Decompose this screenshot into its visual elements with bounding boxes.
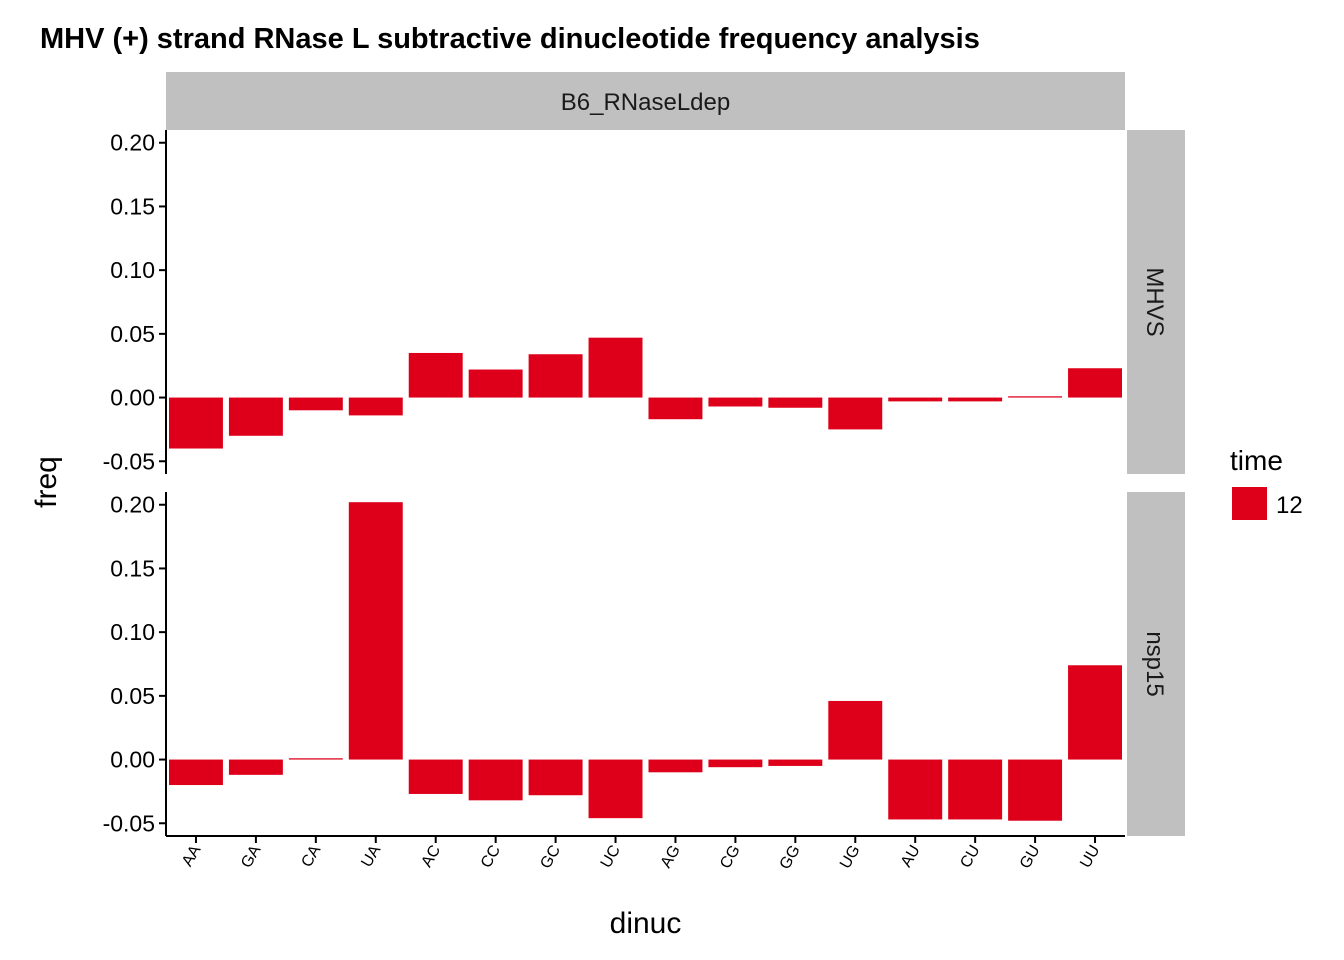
bar-MHVS-CU xyxy=(948,397,1003,402)
bar-MHVS-CG xyxy=(708,397,763,407)
y-tick-label: -0.05 xyxy=(103,810,155,836)
y-tick-label: 0.15 xyxy=(110,555,155,581)
y-tick-label: 0.20 xyxy=(110,130,155,156)
bar-MHVS-AG xyxy=(648,397,703,420)
bar-nsp15-CC xyxy=(468,759,523,801)
x-tick-label: UC xyxy=(598,843,624,872)
chart-title: MHV (+) strand RNase L subtractive dinuc… xyxy=(40,23,980,55)
x-tick-label: CG xyxy=(717,843,744,872)
bar-MHVS-UU xyxy=(1068,368,1122,398)
bar-nsp15-GG xyxy=(768,759,823,766)
row-strip xyxy=(1127,130,1185,474)
bar-nsp15-AU xyxy=(888,759,943,820)
x-tick-label: UG xyxy=(837,843,864,872)
row-strip-label: MHVS xyxy=(1141,267,1168,336)
bar-MHVS-UC xyxy=(588,337,643,398)
x-tick-label: UA xyxy=(358,842,384,870)
y-tick-label: 0.15 xyxy=(110,193,155,219)
x-tick-label: GU xyxy=(1017,843,1044,872)
bar-nsp15-UU xyxy=(1068,665,1122,760)
x-tick-label: CA xyxy=(298,842,324,870)
bar-nsp15-GU xyxy=(1008,759,1063,821)
bar-MHVS-AU xyxy=(888,397,943,402)
x-axis-title: dinuc xyxy=(610,907,682,940)
legend-swatch xyxy=(1232,487,1267,520)
bar-nsp15-AC xyxy=(408,759,463,794)
bar-nsp15-GC xyxy=(528,759,583,796)
bar-MHVS-AC xyxy=(408,352,463,398)
y-tick-label: -0.05 xyxy=(103,448,155,474)
panel-MHVS: -0.05 0.00 0.05 0.10 0.15 0.20 MHVS xyxy=(103,130,1185,474)
x-tick-label: GG xyxy=(777,843,804,873)
column-strip-label: B6_RNaseLdep xyxy=(561,89,730,116)
bar-nsp15-UA xyxy=(348,502,403,760)
x-tick-label: CU xyxy=(957,843,983,872)
y-tick-label: 0.05 xyxy=(110,683,155,709)
y-axis-title: freq xyxy=(30,456,63,508)
x-tick-label: AA xyxy=(179,842,205,869)
row-strip-label: nsp15 xyxy=(1141,631,1168,696)
x-tick-label: AU xyxy=(898,843,924,871)
bar-nsp15-GA xyxy=(228,759,283,775)
x-tick-label: GA xyxy=(238,842,264,871)
bar-MHVS-CC xyxy=(468,369,523,398)
y-tick-label: 0.10 xyxy=(110,257,155,283)
bar-MHVS-UG xyxy=(828,397,883,430)
legend-label: 12 xyxy=(1276,492,1303,519)
bar-nsp15-CA xyxy=(288,758,343,760)
panel-nsp15: -0.05 0.00 0.05 0.10 0.15 0.20 nsp15 xyxy=(103,492,1185,836)
x-axis: AA GA CA UA AC CC GC UC AG CG GG UG AU CU GU UU xyxy=(166,835,1125,873)
y-tick-label: 0.00 xyxy=(110,747,155,773)
legend: time 12 xyxy=(1230,445,1303,520)
bar-MHVS-AA xyxy=(169,397,223,449)
bar-MHVS-GG xyxy=(768,397,823,408)
bar-MHVS-GU xyxy=(1008,396,1063,398)
row-strip xyxy=(1127,492,1185,836)
bar-MHVS-UA xyxy=(348,397,403,416)
bar-MHVS-GC xyxy=(528,354,583,398)
bar-nsp15-UG xyxy=(828,700,883,760)
x-tick-label: AG xyxy=(658,843,684,872)
bar-nsp15-AA xyxy=(169,759,223,786)
x-tick-label: CC xyxy=(478,843,504,872)
bar-nsp15-CU xyxy=(948,759,1003,820)
panels-group: -0.05 0.00 0.05 0.10 0.15 0.20 MHVS -0.05 0.00 0.… xyxy=(103,130,1185,836)
y-tick-label: 0.00 xyxy=(110,385,155,411)
x-tick-label: AC xyxy=(418,843,444,871)
bar-nsp15-AG xyxy=(648,759,703,773)
column-strip xyxy=(166,72,1125,130)
bar-nsp15-CG xyxy=(708,759,763,768)
y-tick-label: 0.10 xyxy=(110,619,155,645)
legend-title: time xyxy=(1230,445,1283,476)
bar-MHVS-CA xyxy=(288,397,343,411)
y-tick-label: 0.20 xyxy=(110,492,155,518)
x-tick-label: UU xyxy=(1077,843,1103,872)
bar-nsp15-UC xyxy=(588,759,643,819)
y-tick-label: 0.05 xyxy=(110,321,155,347)
x-tick-label: GC xyxy=(537,843,564,872)
bar-MHVS-GA xyxy=(228,397,283,436)
